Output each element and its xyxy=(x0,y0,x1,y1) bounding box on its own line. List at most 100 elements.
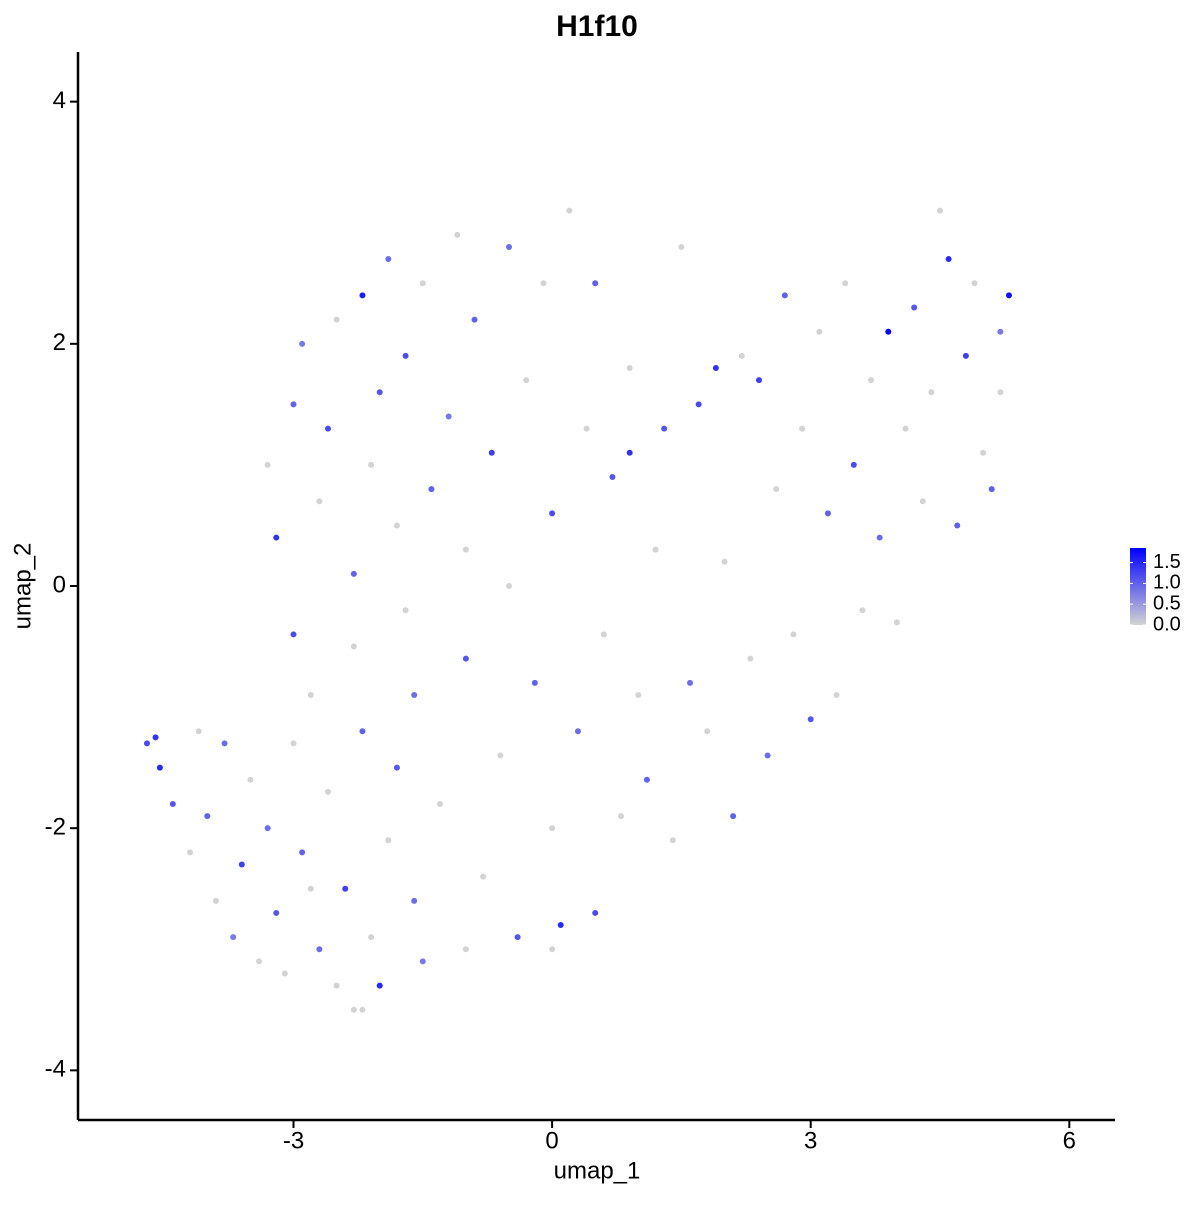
point xyxy=(669,837,676,844)
point xyxy=(156,764,163,771)
point xyxy=(695,401,702,408)
point xyxy=(997,389,1004,396)
point xyxy=(885,328,892,335)
point xyxy=(833,691,840,698)
colorbar-label: 1.5 xyxy=(1153,551,1181,573)
point xyxy=(462,946,469,953)
x-tick-label: 3 xyxy=(804,1127,817,1154)
point xyxy=(730,813,737,820)
point xyxy=(618,813,625,820)
point xyxy=(592,280,599,287)
y-axis-label: umap_2 xyxy=(9,543,36,630)
point xyxy=(256,958,263,965)
point xyxy=(626,449,633,456)
colorbar-label: 1.0 xyxy=(1153,572,1181,594)
point xyxy=(333,316,340,323)
point xyxy=(411,691,418,698)
point xyxy=(497,752,504,759)
point xyxy=(299,849,306,856)
point xyxy=(773,486,780,493)
point xyxy=(557,922,564,929)
point xyxy=(462,546,469,553)
point xyxy=(859,607,866,614)
point xyxy=(747,655,754,662)
point xyxy=(764,752,771,759)
point xyxy=(342,885,349,892)
point xyxy=(583,425,590,432)
point xyxy=(790,631,797,638)
x-tick-label: -3 xyxy=(283,1127,304,1154)
point xyxy=(359,728,366,735)
point xyxy=(549,946,556,953)
point xyxy=(540,280,547,287)
point xyxy=(755,377,762,384)
point xyxy=(574,728,581,735)
point xyxy=(1005,292,1012,299)
point xyxy=(842,280,849,287)
point xyxy=(506,243,513,250)
y-tick-label: 0 xyxy=(53,571,66,598)
point xyxy=(902,425,909,432)
point xyxy=(307,691,314,698)
point xyxy=(592,909,599,916)
point xyxy=(230,934,237,941)
point xyxy=(454,231,461,238)
point xyxy=(324,425,331,432)
point xyxy=(609,474,616,481)
point xyxy=(419,280,426,287)
point xyxy=(324,788,331,795)
point xyxy=(290,631,297,638)
x-axis-label: umap_1 xyxy=(554,1157,641,1184)
point xyxy=(402,607,409,614)
point xyxy=(531,679,538,686)
point xyxy=(247,776,254,783)
point xyxy=(281,970,288,977)
point xyxy=(937,207,944,214)
point xyxy=(462,655,469,662)
point xyxy=(704,728,711,735)
point xyxy=(962,352,969,359)
point xyxy=(850,461,857,468)
point xyxy=(652,546,659,553)
point xyxy=(359,292,366,299)
y-tick-label: 2 xyxy=(53,329,66,356)
point xyxy=(721,558,728,565)
point xyxy=(549,510,556,517)
point xyxy=(488,449,495,456)
point xyxy=(626,365,633,372)
chart-title: H1f10 xyxy=(556,10,638,43)
colorbar xyxy=(1130,548,1146,625)
point xyxy=(506,583,513,589)
point xyxy=(393,764,400,771)
point xyxy=(988,486,995,493)
point xyxy=(221,740,228,747)
point xyxy=(307,885,314,892)
colorbar-label: 0.5 xyxy=(1153,592,1181,614)
point xyxy=(273,909,280,916)
point xyxy=(169,800,176,807)
point xyxy=(264,461,271,468)
point xyxy=(566,207,573,214)
point xyxy=(799,425,806,432)
point xyxy=(152,734,159,741)
point xyxy=(876,534,883,541)
colorbar-label: 0.0 xyxy=(1153,613,1181,635)
point xyxy=(807,716,814,723)
point xyxy=(411,897,418,904)
point xyxy=(419,958,426,965)
point xyxy=(893,619,900,626)
point xyxy=(376,389,383,396)
point xyxy=(290,740,297,747)
point xyxy=(678,243,685,250)
point xyxy=(514,934,521,941)
point xyxy=(928,389,935,396)
point xyxy=(919,498,926,505)
point xyxy=(549,825,556,832)
point xyxy=(868,377,875,384)
y-tick-label: -2 xyxy=(45,814,66,841)
point xyxy=(385,837,392,844)
point xyxy=(368,461,375,468)
y-tick-label: 4 xyxy=(53,87,66,114)
point xyxy=(687,679,694,686)
